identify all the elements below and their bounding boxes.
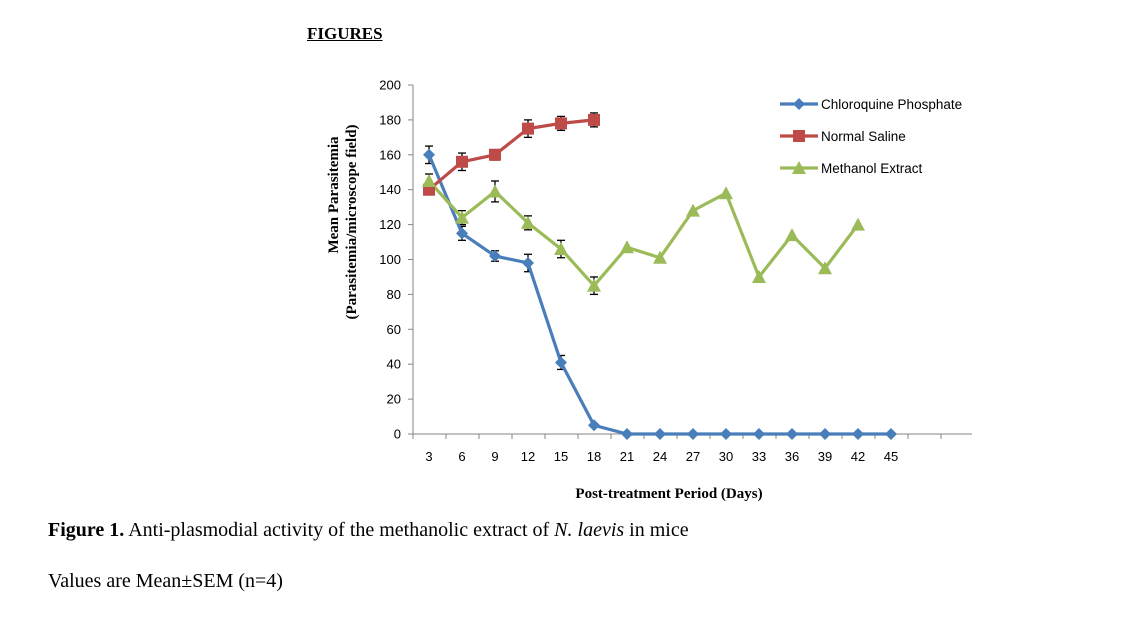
methanol-extract-point: [851, 217, 865, 231]
normal-saline-line: [427, 118, 595, 191]
chloroquine-phosphate-point: [489, 250, 501, 263]
y-tick-label: 60: [387, 322, 401, 337]
methanol-extract-point: [785, 228, 799, 242]
x-tick-label: 33: [752, 449, 766, 464]
methanol-extract-point: [752, 269, 766, 283]
chloroquine-phosphate-point: [588, 419, 600, 432]
methanol-extract-legend-label: Methanol Extract: [821, 161, 923, 176]
chloroquine-phosphate-point: [885, 428, 897, 440]
figure-caption: Figure 1. Anti-plasmodial activity of th…: [48, 519, 689, 542]
y-tick-label: 200: [379, 78, 401, 93]
methanol-extract-point: [818, 261, 832, 275]
caption-text-after: in mice: [624, 519, 689, 541]
chloroquine-phosphate-point: [456, 227, 468, 240]
methanol-extract-point: [554, 242, 568, 256]
x-tick-label: 42: [851, 449, 865, 464]
methanol-extract-point: [521, 215, 535, 229]
normal-saline-point: [456, 155, 468, 168]
figure-label: Figure 1.: [48, 519, 125, 541]
methanol-extract-point: [422, 173, 436, 187]
x-tick-label: 36: [785, 449, 799, 464]
y-tick-label: 160: [379, 147, 401, 162]
methanol-extract-point: [455, 210, 469, 224]
chloroquine-phosphate-point: [720, 428, 732, 440]
y-tick-label: 120: [379, 217, 401, 232]
normal-saline-legend-marker: [793, 130, 805, 142]
chloroquine-phosphate-point: [786, 428, 798, 440]
x-axis-label: Post-treatment Period (Days): [575, 486, 762, 502]
x-tick-label: 21: [620, 449, 634, 464]
normal-saline-legend-label: Normal Saline: [821, 129, 906, 144]
methanol-extract-point: [653, 250, 667, 264]
methanol-extract-point: [587, 278, 601, 292]
chloroquine-phosphate-point: [852, 428, 864, 440]
x-tick-label: 15: [554, 449, 568, 464]
chloroquine-phosphate-point: [819, 428, 831, 440]
chart-legend: Chloroquine Phosphate Normal Saline Methan…: [780, 97, 962, 176]
chloroquine-phosphate-point: [654, 428, 666, 440]
y-tick-label: 20: [387, 392, 401, 407]
x-tick-label: 45: [884, 449, 898, 464]
normal-saline-point: [555, 117, 567, 130]
values-note: Values are Mean±SEM (n=4): [48, 570, 283, 592]
chloroquine-phosphate-point: [555, 356, 567, 369]
y-tick-label: 80: [387, 287, 401, 302]
chloroquine-phosphate-point: [621, 428, 633, 440]
chloroquine-phosphate-point: [522, 256, 534, 269]
methanol-extract-legend-marker: [792, 161, 806, 174]
y-tick-label: 100: [379, 252, 401, 267]
x-tick-label: 24: [653, 449, 667, 464]
normal-saline-point: [489, 148, 501, 161]
chloroquine-phosphate-point: [687, 428, 699, 440]
x-tick-label: 6: [458, 449, 465, 464]
chloroquine-phosphate-point: [423, 148, 435, 161]
y-tick-label: 0: [394, 427, 401, 442]
x-tick-label: 30: [719, 449, 733, 464]
x-tick-label: 27: [686, 449, 700, 464]
x-tick-label: 12: [521, 449, 535, 464]
methanol-extract-point: [620, 240, 634, 254]
methanol-extract-point: [686, 203, 700, 217]
y-tick-label: 140: [379, 182, 401, 197]
caption-text-before: Anti-plasmodial activity of the methanol…: [124, 519, 555, 541]
series-markers: [422, 113, 897, 440]
x-tick-label: 9: [491, 449, 498, 464]
y-axis-label: Mean Parasitemia: [326, 136, 342, 254]
methanol-extract-point: [488, 184, 502, 198]
y-axis-sublabel: (Parasitemia/microscope field): [344, 124, 360, 319]
species-name: N. laevis: [554, 519, 625, 541]
y-tick-labels: 0 20 40 60 80 100 120 140 160 180 200: [379, 78, 401, 442]
y-tick-label: 180: [379, 112, 401, 127]
error-bars: [425, 112, 598, 371]
normal-saline-point: [588, 113, 600, 126]
x-tick-label: 18: [587, 449, 601, 464]
methanol-extract-point: [719, 186, 733, 200]
x-tick-label: 39: [818, 449, 832, 464]
x-tick-labels: 3 6 9 12 15 18 21 24 27 30 33 36 39 42 45: [425, 449, 898, 464]
x-tick-label: 3: [425, 449, 432, 464]
y-tick-label: 40: [387, 357, 401, 372]
section-heading: FIGURES: [307, 24, 383, 43]
normal-saline-point: [522, 122, 534, 135]
chloroquine-phosphate-legend-marker: [793, 98, 805, 110]
chloroquine-phosphate-legend-label: Chloroquine Phosphate: [821, 97, 962, 112]
chloroquine-phosphate-point: [753, 428, 765, 440]
